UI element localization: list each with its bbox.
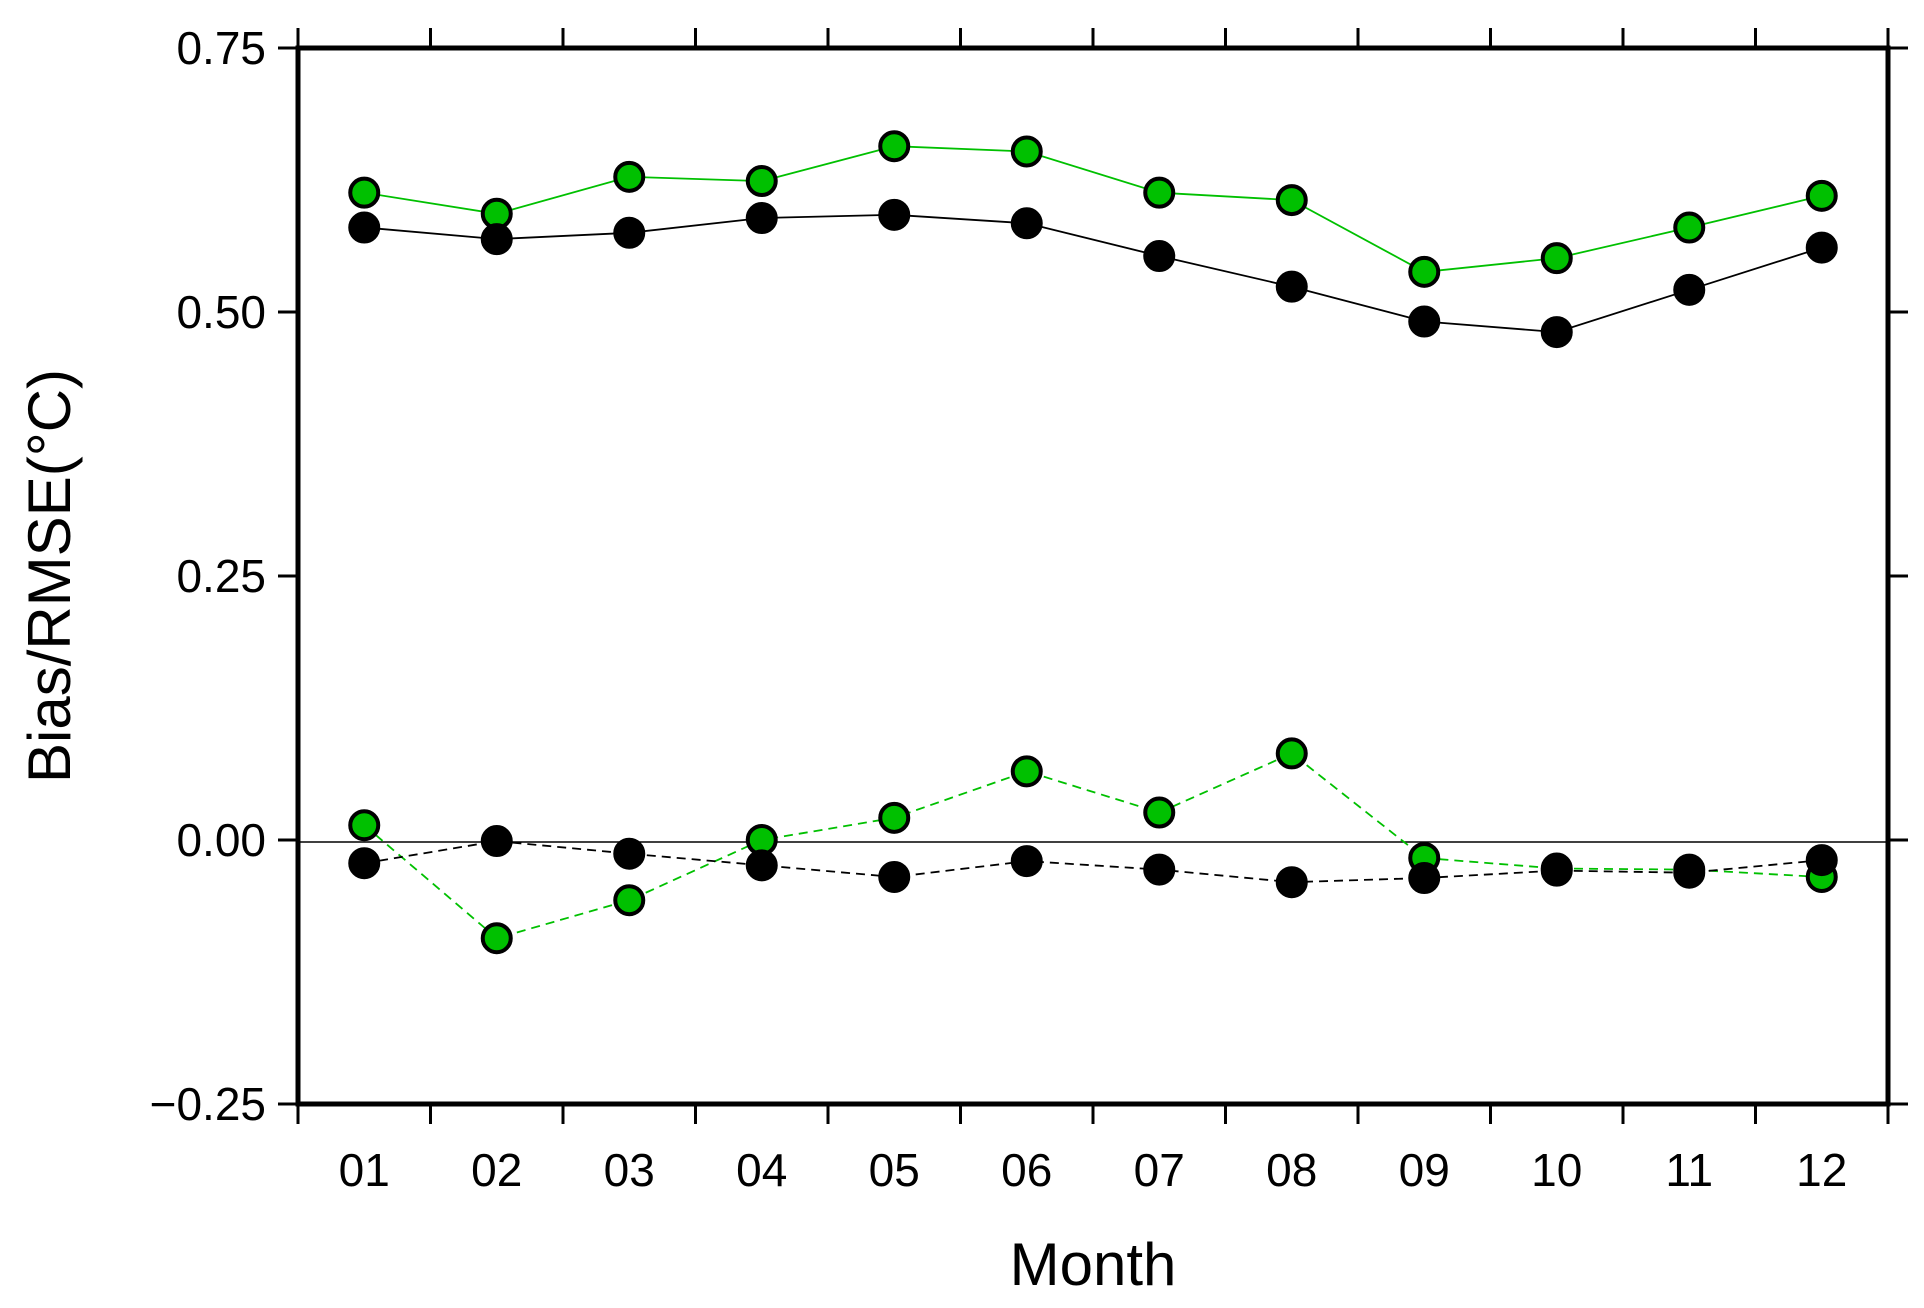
data-point: [613, 837, 646, 870]
data-point: [348, 211, 381, 244]
data-point: [348, 847, 381, 880]
data-point: [1275, 866, 1308, 899]
data-point: [745, 849, 778, 882]
series-line: [364, 213, 1823, 334]
data-point: [613, 884, 646, 917]
data-point: [1673, 273, 1706, 306]
data-point: [878, 130, 911, 163]
data-point: [1143, 853, 1176, 886]
x-tick-label: 01: [339, 1144, 390, 1196]
data-point: [1673, 211, 1706, 244]
data-point: [1275, 270, 1308, 303]
plot-frame: [295, 45, 1891, 1107]
data-point: [480, 922, 513, 955]
x-tick-label: 09: [1399, 1144, 1450, 1196]
x-tick-label: 08: [1266, 1144, 1317, 1196]
x-tick-label: 04: [736, 1144, 787, 1196]
data-point: [1408, 862, 1441, 895]
data-point: [348, 809, 381, 842]
y-tick-label: 0.50: [176, 286, 266, 338]
data-point: [1143, 796, 1176, 829]
y-tick-labels: 0.75 0.50 0.25 0.00 −0.25: [150, 22, 266, 1130]
data-point: [1143, 240, 1176, 273]
data-point: [480, 825, 513, 858]
y-tick-label: 0.25: [176, 550, 266, 602]
x-tick-label: 03: [604, 1144, 655, 1196]
data-point: [1275, 737, 1308, 770]
data-point: [878, 860, 911, 893]
y-axis-title: Bias/RMSE(°C): [16, 369, 83, 783]
y-tick-label: 0.75: [176, 22, 266, 74]
data-point: [745, 165, 778, 198]
data-point: [1010, 135, 1043, 168]
x-tick-labels: 01 02 03 04 05 06 07 08 09 10 11 12: [339, 1144, 1848, 1196]
series-line: [364, 145, 1823, 273]
y-tick-label: 0.00: [176, 814, 266, 866]
axis-ticks: [278, 28, 1908, 1124]
x-tick-label: 06: [1001, 1144, 1052, 1196]
data-point: [613, 216, 646, 249]
x-tick-label: 12: [1796, 1144, 1847, 1196]
data-point: [1010, 207, 1043, 240]
data-point: [613, 160, 646, 193]
data-point: [1805, 231, 1838, 264]
data-point: [1275, 184, 1308, 217]
series-line: [363, 752, 1822, 940]
data-point: [1805, 844, 1838, 877]
data-point: [1673, 856, 1706, 889]
data-point: [745, 202, 778, 235]
x-tick-label: 05: [869, 1144, 920, 1196]
x-tick-label: 07: [1134, 1144, 1185, 1196]
data-point: [1010, 845, 1043, 878]
data-point: [1143, 176, 1176, 209]
series-line: [364, 840, 1822, 884]
x-tick-label: 11: [1665, 1144, 1713, 1196]
data-point: [1805, 179, 1838, 212]
y-tick-label: −0.25: [150, 1078, 266, 1130]
data-point: [1010, 755, 1043, 788]
data-point: [878, 801, 911, 834]
x-axis-title: Month: [1010, 1231, 1177, 1298]
series-lines: [363, 145, 1823, 940]
series-points: [348, 130, 1838, 955]
data-point: [1408, 255, 1441, 288]
x-tick-label: 02: [471, 1144, 522, 1196]
data-point: [1540, 316, 1573, 349]
data-point: [348, 176, 381, 209]
data-point: [878, 198, 911, 231]
data-point: [1540, 242, 1573, 275]
data-point: [1540, 854, 1573, 887]
x-tick-label: 10: [1531, 1144, 1582, 1196]
data-point: [1408, 305, 1441, 338]
data-point: [480, 223, 513, 256]
